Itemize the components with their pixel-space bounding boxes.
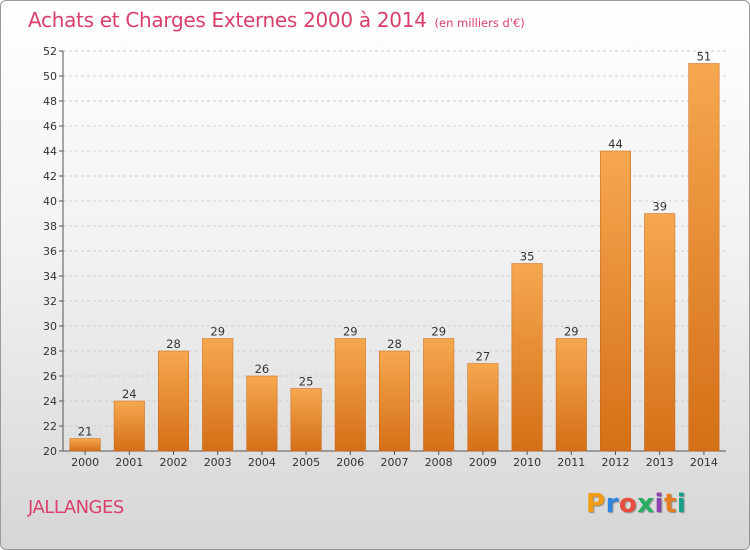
bar	[467, 363, 499, 452]
x-tick-label: 2008	[425, 456, 453, 469]
bar-value-label: 39	[652, 200, 667, 214]
y-tick-label: 46	[43, 120, 57, 133]
x-tick-label: 2010	[513, 456, 541, 469]
y-tick-label: 44	[43, 145, 57, 158]
bar-value-label: 26	[255, 362, 270, 376]
chart-title: Achats et Charges Externes 2000 à 2014	[28, 8, 427, 32]
bar-value-label: 21	[78, 425, 93, 439]
y-tick-label: 52	[43, 45, 57, 58]
x-tick-label: 2013	[646, 456, 674, 469]
bar	[246, 375, 278, 452]
bar	[290, 388, 322, 452]
y-tick-label: 32	[43, 295, 57, 308]
y-tick-label: 24	[43, 395, 57, 408]
y-tick-label: 50	[43, 70, 57, 83]
x-tick-label: 2000	[71, 456, 99, 469]
bar-value-label: 24	[122, 387, 137, 401]
bar	[644, 213, 676, 452]
y-tick-label: 42	[43, 170, 57, 183]
label-layer: 21 24 28 29 26 25 29 28 29 27 35 29 44 39 51	[78, 50, 711, 439]
bar-value-label: 25	[299, 375, 314, 389]
bar	[379, 350, 410, 452]
x-tick-label: 2004	[248, 456, 276, 469]
y-tick-label: 38	[43, 220, 57, 233]
bar	[202, 338, 234, 452]
proxiti-logo: Proxiti	[586, 489, 686, 519]
bar	[555, 338, 587, 452]
bar	[113, 400, 145, 452]
logo-letter: i	[676, 489, 687, 519]
bar-layer	[69, 63, 720, 452]
y-tick-label: 26	[43, 370, 57, 383]
chart-subtitle: (en milliers d'€)	[434, 16, 525, 30]
x-tick-label: 2014	[690, 456, 718, 469]
bar-value-label: 29	[564, 325, 579, 339]
bar-value-label: 51	[697, 50, 712, 64]
y-tick-label: 40	[43, 195, 57, 208]
y-tick-label: 28	[43, 345, 57, 358]
x-tick-label: 2007	[381, 456, 409, 469]
bar-value-label: 28	[387, 337, 402, 351]
bar-value-label: 29	[343, 325, 358, 339]
x-tick-label: 2001	[115, 456, 143, 469]
bar	[600, 150, 631, 452]
bar	[423, 338, 455, 452]
bar	[511, 263, 543, 452]
logo-letter: x	[637, 489, 655, 519]
bar-value-label: 28	[166, 337, 181, 351]
logo-letter: t	[663, 489, 677, 519]
logo-letter: r	[605, 489, 619, 519]
x-tick-label: 2005	[292, 456, 320, 469]
y-tick-label: 48	[43, 95, 57, 108]
x-tick-label: 2006	[336, 456, 364, 469]
y-tick-label: 22	[43, 420, 57, 433]
y-tick-label: 36	[43, 245, 57, 258]
bar	[334, 338, 366, 452]
y-tick-label: 34	[43, 270, 57, 283]
bar-value-label: 27	[476, 350, 491, 364]
bar-value-label: 44	[608, 137, 623, 151]
title-row: Achats et Charges Externes 2000 à 2014 (e…	[28, 8, 525, 32]
x-tick-label: 2011	[557, 456, 585, 469]
bar	[688, 63, 720, 452]
commune-name: JALLANGES	[28, 497, 124, 518]
logo-letter: i	[654, 489, 664, 519]
x-tick-label: 2003	[204, 456, 232, 469]
bar	[158, 350, 189, 452]
logo-letter: o	[618, 489, 638, 519]
x-tick-label: 2012	[602, 456, 630, 469]
bar-value-label: 35	[520, 250, 535, 264]
x-tick-label: 2002	[160, 456, 188, 469]
logo-letter: P	[586, 489, 606, 519]
bar	[69, 438, 101, 452]
bar-value-label: 29	[210, 325, 225, 339]
x-tick-label: 2009	[469, 456, 497, 469]
bar-value-label: 29	[431, 325, 446, 339]
y-tick-label: 30	[43, 320, 57, 333]
y-tick-label: 20	[43, 445, 57, 458]
